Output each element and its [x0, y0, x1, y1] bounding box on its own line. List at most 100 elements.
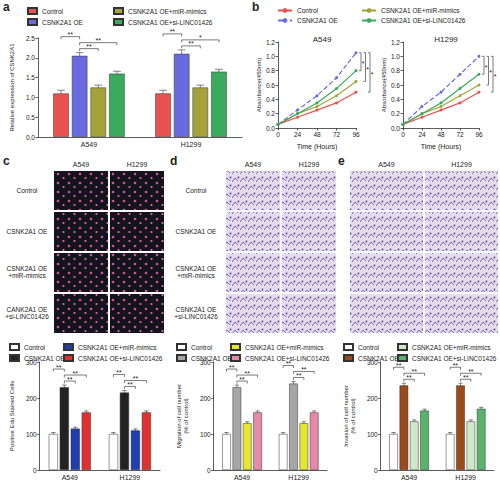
- svg-text:CSNK2A1 OE+si-LINC01426: CSNK2A1 OE+si-LINC01426: [128, 19, 213, 26]
- svg-text:H1299: H1299: [288, 474, 309, 481]
- svg-text:24: 24: [418, 131, 426, 138]
- svg-text:*: *: [489, 69, 492, 76]
- svg-text:200: 200: [367, 395, 378, 402]
- svg-text:CSNK2A1 OE: CSNK2A1 OE: [191, 355, 232, 362]
- svg-text:48: 48: [313, 131, 321, 138]
- svg-text:Positive Edu Stained Cells: Positive Edu Stained Cells: [9, 381, 15, 451]
- svg-text:1.0: 1.0: [266, 53, 275, 60]
- svg-text:96: 96: [475, 131, 483, 138]
- svg-text:**: **: [170, 28, 176, 35]
- svg-text:**: **: [396, 362, 402, 369]
- svg-text:CSNK2A1 OE+si-LINC01426: CSNK2A1 OE+si-LINC01426: [78, 355, 163, 362]
- svg-text:CSNK2A1 OE+si-LINC01426: CSNK2A1 OE+si-LINC01426: [412, 355, 497, 362]
- svg-text:CSNK2A1 OE+si-LINC01426: CSNK2A1 OE+si-LINC01426: [245, 355, 330, 362]
- svg-text:*: *: [199, 34, 202, 41]
- svg-text:0.5: 0.5: [26, 114, 35, 121]
- svg-text:200: 200: [200, 395, 211, 402]
- svg-text:H1299: H1299: [455, 474, 476, 481]
- svg-text:(% of control): (% of control): [183, 398, 189, 434]
- svg-text:Control: Control: [17, 186, 39, 193]
- svg-text:100: 100: [26, 431, 37, 438]
- svg-text:96: 96: [352, 131, 360, 138]
- svg-text:0.6: 0.6: [391, 82, 400, 89]
- svg-text:CSNK2A1 OE+miR-mimics: CSNK2A1 OE+miR-mimics: [176, 265, 217, 279]
- svg-text:1.5: 1.5: [26, 74, 35, 81]
- svg-text:0.0: 0.0: [391, 125, 400, 132]
- svg-text:Time (Hours): Time (Hours): [421, 143, 462, 151]
- svg-text:**: **: [73, 370, 79, 377]
- svg-text:0: 0: [401, 131, 405, 138]
- svg-text:CSNK2A1 OE+miR-mimics: CSNK2A1 OE+miR-mimics: [78, 344, 157, 351]
- svg-text:(% of control): (% of control): [350, 398, 356, 434]
- svg-text:0: 0: [33, 467, 37, 474]
- svg-text:0: 0: [374, 467, 378, 474]
- svg-text:**: **: [406, 374, 412, 381]
- svg-text:CSNK2A1 OE: CSNK2A1 OE: [176, 227, 217, 234]
- svg-text:**: **: [453, 362, 459, 369]
- svg-text:0.4: 0.4: [391, 96, 400, 103]
- svg-text:0.0: 0.0: [266, 125, 275, 132]
- svg-text:H1299: H1299: [434, 35, 458, 44]
- svg-text:Absorbance(450nm): Absorbance(450nm): [381, 58, 387, 112]
- svg-text:A549: A549: [81, 141, 97, 148]
- svg-text:0.0: 0.0: [26, 134, 35, 141]
- svg-text:Control: Control: [191, 344, 213, 351]
- svg-text:c: c: [3, 154, 10, 168]
- svg-text:CSNK2A1 OE+miR-mimics: CSNK2A1 OE+miR-mimics: [412, 344, 491, 351]
- svg-text:**: **: [188, 40, 194, 47]
- svg-text:*: *: [371, 71, 374, 78]
- svg-text:2.5: 2.5: [26, 35, 35, 42]
- svg-text:CSNK2A1 OE: CSNK2A1 OE: [42, 19, 83, 26]
- svg-text:a: a: [3, 0, 10, 14]
- svg-text:H1299: H1299: [120, 474, 141, 481]
- svg-text:A549: A549: [73, 161, 89, 168]
- svg-text:200: 200: [26, 395, 37, 402]
- svg-text:A549: A549: [234, 474, 250, 481]
- svg-text:Control: Control: [358, 344, 380, 351]
- svg-text:Time (Hours): Time (Hours): [297, 143, 338, 151]
- svg-text:**: **: [245, 370, 251, 377]
- svg-text:CSNK2A1 OE+miR-mimics: CSNK2A1 OE+miR-mimics: [7, 265, 48, 279]
- svg-text:0.4: 0.4: [266, 96, 275, 103]
- svg-text:CSNK2A1 OE: CSNK2A1 OE: [7, 227, 48, 234]
- svg-text:**: **: [412, 368, 418, 375]
- svg-text:A549: A549: [401, 474, 417, 481]
- svg-text:*: *: [362, 60, 365, 67]
- svg-text:**: **: [68, 31, 74, 38]
- svg-text:**: **: [301, 366, 307, 373]
- svg-text:**: **: [116, 369, 122, 376]
- svg-text:0.2: 0.2: [266, 110, 275, 117]
- svg-text:e: e: [338, 154, 345, 168]
- svg-text:CANK2A1 OE+si-LINC01426: CANK2A1 OE+si-LINC01426: [5, 306, 49, 320]
- svg-text:CSNK2A1 OE+miR-mimics: CSNK2A1 OE+miR-mimics: [245, 344, 324, 351]
- svg-text:A549: A549: [245, 161, 261, 168]
- svg-text:24: 24: [294, 131, 302, 138]
- svg-text:H1299: H1299: [127, 161, 148, 168]
- svg-text:1.0: 1.0: [391, 53, 400, 60]
- svg-text:48: 48: [437, 131, 445, 138]
- svg-text:A549: A549: [62, 474, 78, 481]
- svg-text:**: **: [56, 364, 62, 371]
- svg-text:**: **: [127, 381, 133, 388]
- svg-text:*: *: [366, 66, 369, 73]
- svg-text:CSNK2A1 OE: CSNK2A1 OE: [297, 17, 338, 24]
- svg-text:CSNK2A1 OE+si-LINC01426: CSNK2A1 OE+si-LINC01426: [381, 17, 466, 24]
- svg-text:CSNK2A1 OE+miR-mimics: CSNK2A1 OE+miR-mimics: [128, 8, 207, 15]
- svg-text:A549: A549: [313, 35, 332, 44]
- svg-text:CSNK2A1 OE+si-LINC01426: CSNK2A1 OE+si-LINC01426: [174, 306, 218, 320]
- svg-text:Control: Control: [42, 8, 64, 15]
- svg-text:**: **: [239, 376, 245, 383]
- svg-text:**: **: [468, 368, 474, 375]
- svg-text:H1299: H1299: [181, 141, 202, 148]
- svg-text:72: 72: [456, 131, 464, 138]
- svg-text:100: 100: [200, 431, 211, 438]
- svg-text:*: *: [494, 73, 497, 80]
- svg-text:Control: Control: [24, 344, 46, 351]
- svg-text:A549: A549: [378, 161, 394, 168]
- svg-text:*: *: [485, 64, 488, 71]
- svg-text:72: 72: [333, 131, 341, 138]
- svg-text:CSNK2A1 OE+miR-mimics: CSNK2A1 OE+miR-mimics: [381, 7, 460, 14]
- svg-text:**: **: [96, 37, 102, 44]
- svg-text:0: 0: [276, 131, 280, 138]
- svg-text:0.2: 0.2: [391, 110, 400, 117]
